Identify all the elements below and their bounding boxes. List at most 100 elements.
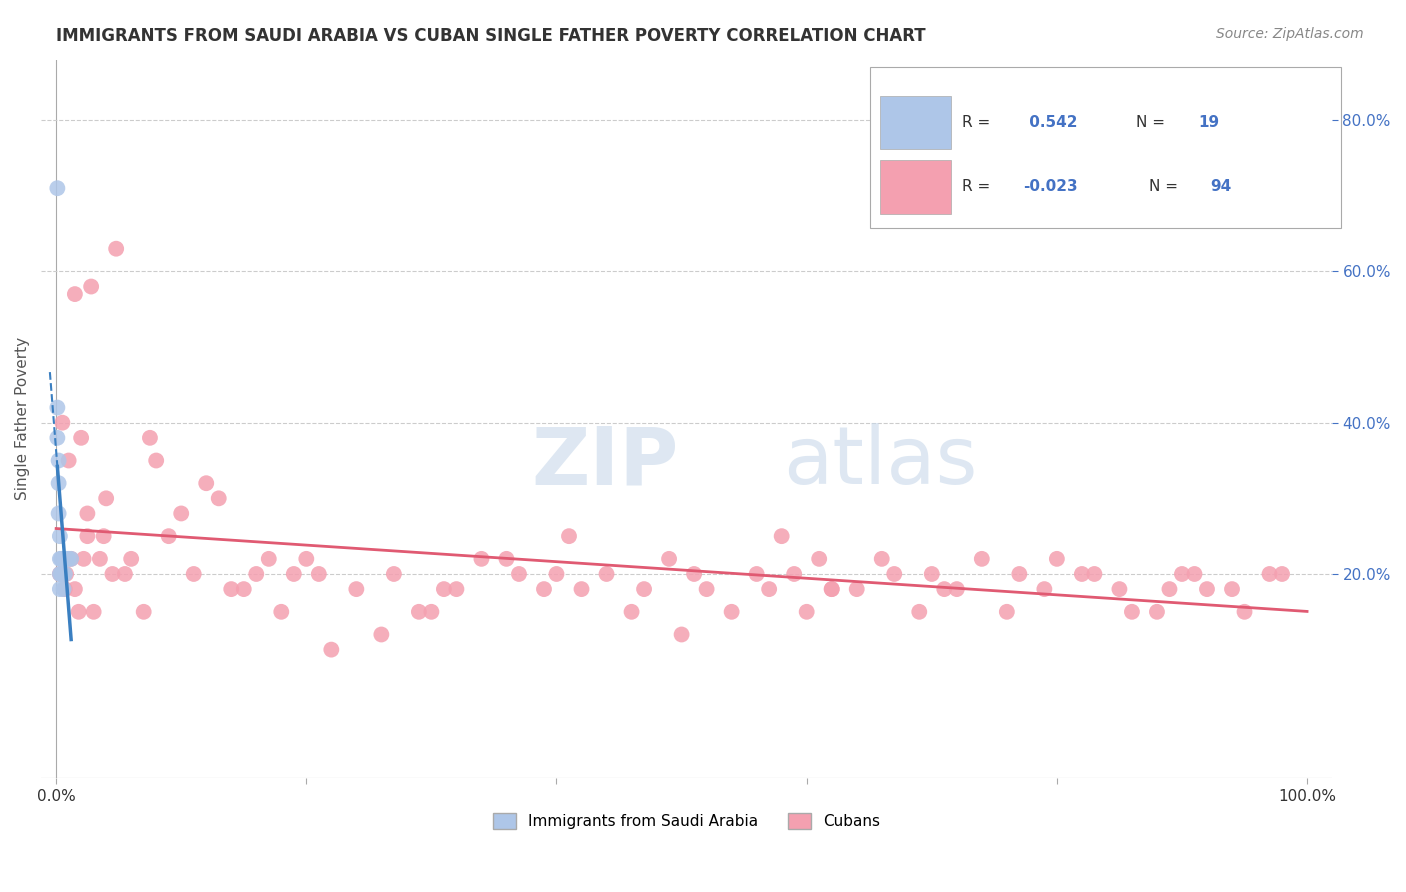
- Text: Source: ZipAtlas.com: Source: ZipAtlas.com: [1216, 27, 1364, 41]
- Point: [1033, 582, 1056, 596]
- Point: [72, 552, 94, 566]
- Point: [934, 582, 956, 596]
- Point: [921, 566, 943, 581]
- Point: [420, 605, 443, 619]
- Point: [58, 552, 80, 566]
- Point: [558, 529, 581, 543]
- Point: [80, 279, 103, 293]
- Text: ZIP: ZIP: [531, 423, 679, 501]
- Point: [183, 566, 205, 581]
- Point: [946, 582, 969, 596]
- Point: [408, 605, 430, 619]
- Point: [720, 605, 742, 619]
- Point: [1220, 582, 1243, 596]
- Point: [55, 552, 77, 566]
- Text: IMMIGRANTS FROM SAUDI ARABIA VS CUBAN SINGLE FATHER POVERTY CORRELATION CHART: IMMIGRANTS FROM SAUDI ARABIA VS CUBAN SI…: [56, 27, 927, 45]
- Point: [157, 529, 180, 543]
- Point: [470, 552, 492, 566]
- Point: [571, 582, 593, 596]
- Point: [51, 416, 73, 430]
- Point: [93, 529, 115, 543]
- Point: [783, 566, 806, 581]
- Point: [49, 566, 72, 581]
- Point: [58, 453, 80, 467]
- Point: [76, 507, 98, 521]
- Point: [796, 605, 818, 619]
- Point: [758, 582, 780, 596]
- Point: [46, 431, 69, 445]
- Point: [245, 566, 267, 581]
- Point: [658, 552, 681, 566]
- Point: [270, 605, 292, 619]
- Point: [295, 552, 318, 566]
- Point: [49, 552, 72, 566]
- Point: [257, 552, 280, 566]
- Point: [1108, 582, 1130, 596]
- Point: [821, 582, 844, 596]
- Point: [1146, 605, 1168, 619]
- Point: [1121, 605, 1143, 619]
- FancyBboxPatch shape: [880, 161, 952, 214]
- Point: [1083, 566, 1105, 581]
- Point: [145, 453, 167, 467]
- Point: [83, 605, 105, 619]
- Point: [48, 476, 70, 491]
- Point: [46, 181, 69, 195]
- Point: [49, 582, 72, 596]
- Point: [446, 582, 468, 596]
- Point: [546, 566, 568, 581]
- Point: [219, 582, 242, 596]
- Point: [433, 582, 456, 596]
- Point: [870, 552, 893, 566]
- Point: [96, 491, 118, 506]
- FancyBboxPatch shape: [880, 95, 952, 150]
- Point: [382, 566, 405, 581]
- Point: [283, 566, 305, 581]
- Point: [63, 287, 86, 301]
- Point: [683, 566, 706, 581]
- Point: [60, 552, 83, 566]
- Point: [53, 566, 76, 581]
- Point: [48, 507, 70, 521]
- Point: [508, 566, 530, 581]
- Point: [55, 566, 77, 581]
- Point: [60, 552, 83, 566]
- Point: [1159, 582, 1181, 596]
- Point: [321, 642, 343, 657]
- Point: [49, 566, 72, 581]
- Point: [89, 552, 111, 566]
- Point: [770, 529, 793, 543]
- Point: [1233, 605, 1256, 619]
- Point: [195, 476, 218, 491]
- Point: [132, 605, 155, 619]
- Point: [120, 552, 142, 566]
- Point: [170, 507, 193, 521]
- Point: [76, 529, 98, 543]
- Point: [633, 582, 655, 596]
- Y-axis label: Single Father Poverty: Single Father Poverty: [15, 337, 30, 500]
- Point: [1271, 566, 1294, 581]
- Point: [1070, 566, 1092, 581]
- Point: [620, 605, 643, 619]
- Text: 0.542: 0.542: [1024, 114, 1077, 129]
- Point: [1195, 582, 1218, 596]
- Point: [51, 552, 73, 566]
- Point: [139, 431, 162, 445]
- Point: [671, 627, 693, 641]
- Point: [1008, 566, 1031, 581]
- Point: [101, 566, 124, 581]
- Point: [1171, 566, 1194, 581]
- Point: [308, 566, 330, 581]
- Text: 19: 19: [1198, 114, 1219, 129]
- Point: [595, 566, 617, 581]
- Point: [495, 552, 517, 566]
- Point: [344, 582, 367, 596]
- Point: [70, 431, 93, 445]
- Point: [208, 491, 231, 506]
- Point: [52, 582, 75, 596]
- Point: [745, 566, 768, 581]
- Point: [232, 582, 254, 596]
- Point: [845, 582, 868, 596]
- Point: [1184, 566, 1206, 581]
- FancyBboxPatch shape: [870, 67, 1341, 228]
